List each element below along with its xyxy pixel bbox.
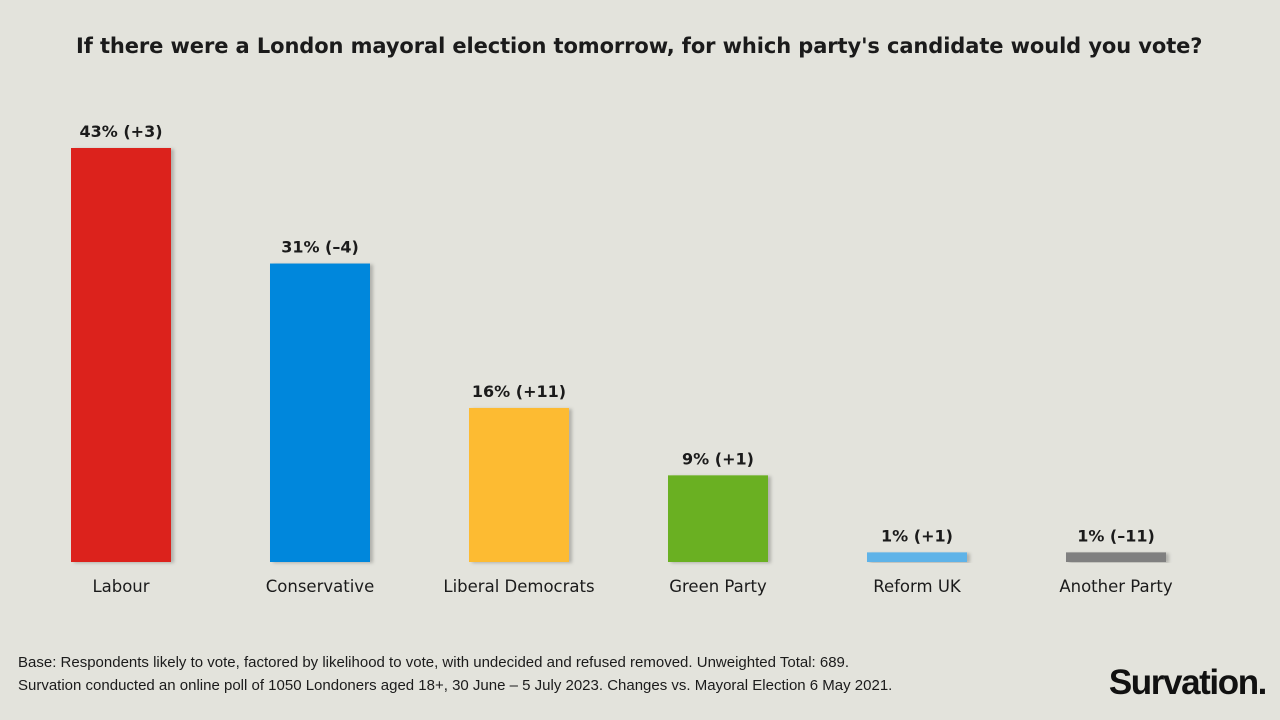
bar-labour — [71, 148, 171, 562]
category-label-labour: Labour — [92, 577, 149, 596]
bar-liberal-democrats — [469, 407, 569, 562]
bar-green-party — [668, 475, 768, 562]
bar-chart: 43% (+3) Labour 31% (–4) Conservative 16% (+… — [71, 122, 1173, 596]
footer-base-note: Base: Respondents likely to vote, factor… — [18, 654, 850, 671]
data-label-another-party: 1% (–11) — [1077, 526, 1155, 545]
chart-title: If there were a London mayoral election … — [76, 34, 1203, 58]
category-label-liberal-democrats: Liberal Democrats — [443, 577, 594, 596]
bar-conservative — [270, 263, 370, 562]
data-label-green-party: 9% (+1) — [682, 449, 754, 468]
data-label-liberal-democrats: 16% (+11) — [472, 382, 566, 401]
survation-logo: Survation. — [1108, 663, 1268, 702]
footer-methodology-note: Survation conducted an online poll of 10… — [18, 677, 893, 694]
data-label-conservative: 31% (–4) — [281, 238, 359, 257]
data-label-labour: 43% (+3) — [79, 122, 162, 141]
bar-reform-uk — [867, 552, 967, 562]
data-label-reform-uk: 1% (+1) — [881, 526, 953, 545]
category-label-reform-uk: Reform UK — [873, 577, 962, 596]
category-label-conservative: Conservative — [266, 577, 374, 596]
category-label-green-party: Green Party — [669, 577, 767, 596]
category-label-another-party: Another Party — [1059, 577, 1173, 596]
bar-another-party — [1066, 552, 1166, 562]
